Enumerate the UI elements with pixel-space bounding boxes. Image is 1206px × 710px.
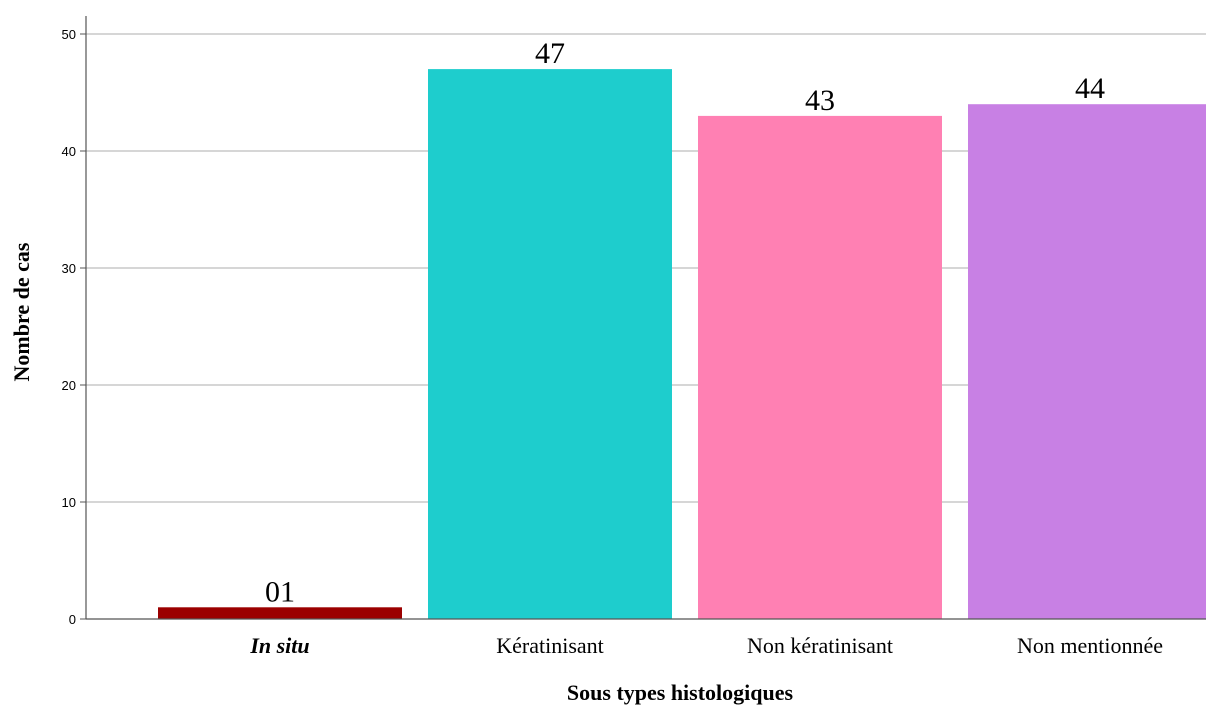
data-label: 44 bbox=[1075, 72, 1105, 105]
y-axis-title: Nombre de cas bbox=[9, 242, 34, 381]
data-label: 43 bbox=[805, 84, 835, 117]
y-tick-label: 40 bbox=[62, 144, 76, 159]
data-label: 47 bbox=[535, 37, 565, 70]
y-tick-label: 10 bbox=[62, 495, 76, 510]
bar-0 bbox=[158, 607, 402, 619]
y-tick-label: 0 bbox=[69, 612, 76, 627]
bar-2 bbox=[698, 115, 942, 620]
bar-3 bbox=[968, 104, 1206, 619]
x-category-label: Kératinisant bbox=[496, 633, 604, 658]
bar-1 bbox=[428, 69, 672, 620]
x-category-label: In situ bbox=[249, 633, 309, 658]
y-tick-label: 30 bbox=[62, 261, 76, 276]
x-category-label: Non kératinisant bbox=[747, 633, 893, 658]
x-axis-categories: In situ Kératinisant Non kératinisant Non m… bbox=[249, 633, 1163, 658]
data-labels: 01 47 43 44 bbox=[265, 37, 1105, 608]
y-tick-label: 20 bbox=[62, 378, 76, 393]
bars bbox=[158, 69, 1206, 620]
y-tick-label: 50 bbox=[62, 27, 76, 42]
y-axis-ticks: 0 10 20 30 40 50 bbox=[62, 27, 86, 627]
x-category-label: Non mentionnée bbox=[1017, 633, 1163, 658]
data-label: 01 bbox=[265, 575, 295, 608]
x-axis-title: Sous types histologiques bbox=[567, 680, 794, 705]
